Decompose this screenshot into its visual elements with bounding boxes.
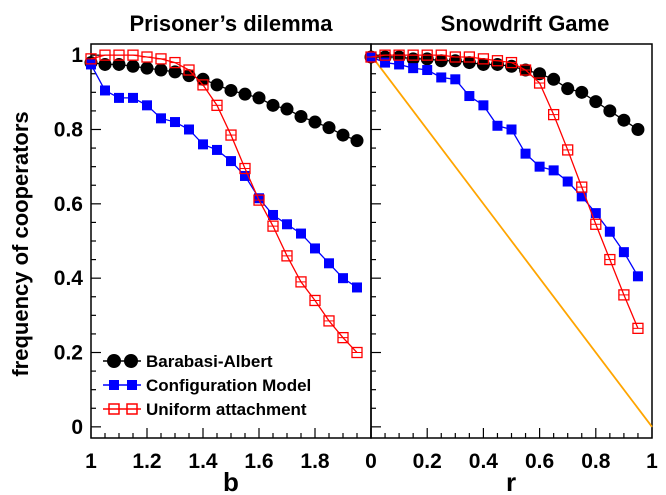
right-point-configuration-model — [605, 227, 615, 237]
left-point-barabasi-albert — [127, 60, 140, 73]
left-chart-title: Prisoner’s dilemma — [130, 11, 334, 36]
right-x-tick-label: 0.8 — [581, 450, 611, 473]
right-point-configuration-model — [422, 65, 432, 75]
left-y-tick-label: 0 — [71, 416, 83, 439]
left-y-tick-label: 0.6 — [54, 193, 83, 216]
left-point-configuration-model — [324, 258, 334, 268]
right-point-configuration-model — [563, 177, 573, 187]
left-point-barabasi-albert — [141, 62, 154, 75]
left-point-barabasi-albert — [323, 121, 336, 134]
left-point-configuration-model — [226, 156, 236, 166]
left-point-barabasi-albert — [309, 116, 322, 129]
left-point-configuration-model — [310, 243, 320, 253]
left-point-configuration-model — [352, 282, 362, 292]
right-x-tick-label: 0 — [365, 450, 377, 473]
right-point-configuration-model — [450, 74, 460, 84]
right-chart-title: Snowdrift Game — [441, 11, 610, 36]
left-point-configuration-model — [212, 145, 222, 155]
left-point-configuration-model — [170, 117, 180, 127]
left-point-configuration-model — [114, 93, 124, 103]
legend-item-uniform: Uniform attachment — [103, 400, 307, 419]
left-point-configuration-model — [198, 139, 208, 149]
right-point-barabasi-albert — [617, 114, 630, 127]
right-point-configuration-model — [478, 100, 488, 110]
right-point-configuration-model — [492, 121, 502, 131]
right-point-configuration-model — [436, 72, 446, 82]
legend-marker-barabasi-2 — [124, 354, 138, 368]
left-point-barabasi-albert — [253, 91, 266, 104]
legend-marker-configuration — [109, 380, 119, 390]
right-point-configuration-model — [549, 165, 559, 175]
right-point-configuration-model — [633, 271, 643, 281]
left-y-tick-label: 0.8 — [54, 118, 84, 141]
legend-item-barabasi: Barabasi-Albert — [103, 352, 273, 371]
left-y-tick-label: 1 — [71, 44, 83, 67]
left-x-tick-label: 1 — [85, 450, 97, 473]
legend: Barabasi-Albert Configuration Model Unif… — [103, 352, 311, 419]
right-point-configuration-model — [535, 162, 545, 172]
right-point-barabasi-albert — [561, 82, 574, 95]
right-x-tick-label: 1 — [646, 450, 658, 473]
left-point-barabasi-albert — [239, 88, 252, 101]
right-point-barabasi-albert — [631, 123, 644, 136]
right-point-configuration-model — [619, 247, 629, 257]
left-point-barabasi-albert — [337, 129, 350, 142]
left-x-axis-label: b — [223, 467, 239, 495]
left-x-tick-label: 1.2 — [132, 450, 161, 473]
right-x-axis-label: r — [506, 467, 516, 495]
right-point-configuration-model — [380, 58, 390, 68]
left-point-configuration-model — [338, 273, 348, 283]
right-point-barabasi-albert — [603, 104, 616, 117]
legend-label-barabasi: Barabasi-Albert — [146, 352, 273, 371]
right-point-configuration-model — [521, 149, 531, 159]
legend-item-configuration: Configuration Model — [103, 376, 311, 395]
y-axis-label: frequency of cooperators — [8, 111, 33, 376]
right-panel: 0 0.2 0.4 0.6 0.8 1 — [365, 44, 659, 473]
right-point-configuration-model — [507, 124, 517, 134]
left-point-barabasi-albert — [351, 134, 364, 147]
right-point-configuration-model — [408, 63, 418, 73]
legend-label-configuration: Configuration Model — [146, 376, 311, 395]
left-point-configuration-model — [296, 229, 306, 239]
right-point-configuration-model — [394, 59, 404, 69]
legend-marker-barabasi — [107, 354, 121, 368]
left-y-tick-label: 0.4 — [54, 267, 84, 290]
left-point-barabasi-albert — [267, 99, 280, 112]
left-point-configuration-model — [128, 93, 138, 103]
left-point-barabasi-albert — [295, 110, 308, 123]
left-point-barabasi-albert — [225, 84, 238, 97]
right-point-barabasi-albert — [547, 73, 560, 86]
left-point-configuration-model — [184, 124, 194, 134]
right-point-barabasi-albert — [589, 95, 602, 108]
right-series-line-configuration-model — [371, 57, 638, 276]
left-point-configuration-model — [156, 113, 166, 123]
right-x-tick-label: 0.4 — [469, 450, 499, 473]
left-point-configuration-model — [142, 100, 152, 110]
right-point-barabasi-albert — [575, 86, 588, 99]
left-point-configuration-model — [100, 85, 110, 95]
left-point-barabasi-albert — [155, 64, 168, 77]
right-x-tick-label: 0.6 — [525, 450, 554, 473]
left-y-tick-label: 0.2 — [54, 342, 83, 365]
legend-label-uniform: Uniform attachment — [146, 400, 307, 419]
left-x-tick-label: 1.4 — [188, 450, 218, 473]
right-point-configuration-model — [464, 91, 474, 101]
left-point-barabasi-albert — [281, 103, 294, 116]
legend-marker-configuration-2 — [127, 380, 137, 390]
left-x-tick-label: 1.8 — [300, 450, 330, 473]
right-x-tick-label: 0.2 — [413, 450, 442, 473]
left-point-configuration-model — [282, 219, 292, 229]
left-x-tick-label: 1.6 — [244, 450, 273, 473]
left-point-barabasi-albert — [211, 78, 224, 91]
